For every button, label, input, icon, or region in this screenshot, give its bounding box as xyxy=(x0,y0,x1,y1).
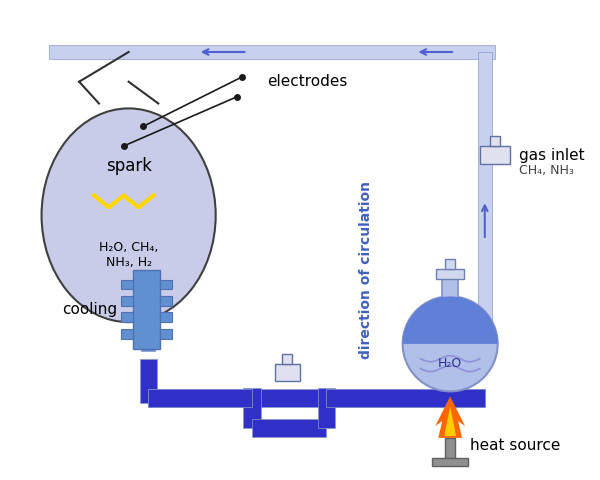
FancyBboxPatch shape xyxy=(121,329,133,339)
FancyBboxPatch shape xyxy=(160,279,172,289)
FancyBboxPatch shape xyxy=(490,136,500,146)
FancyBboxPatch shape xyxy=(252,419,326,437)
Text: H₂O: H₂O xyxy=(438,357,462,370)
Polygon shape xyxy=(436,396,465,438)
FancyBboxPatch shape xyxy=(445,259,455,269)
FancyBboxPatch shape xyxy=(160,329,172,339)
Text: gas inlet: gas inlet xyxy=(520,148,585,163)
FancyBboxPatch shape xyxy=(282,354,292,364)
Ellipse shape xyxy=(41,108,215,322)
FancyBboxPatch shape xyxy=(49,45,494,59)
FancyBboxPatch shape xyxy=(275,364,300,382)
FancyBboxPatch shape xyxy=(121,312,133,322)
FancyBboxPatch shape xyxy=(433,457,468,466)
FancyBboxPatch shape xyxy=(478,52,492,344)
Text: spark: spark xyxy=(106,157,152,175)
FancyBboxPatch shape xyxy=(121,279,133,289)
Circle shape xyxy=(403,296,497,391)
FancyBboxPatch shape xyxy=(445,438,455,457)
FancyBboxPatch shape xyxy=(317,388,335,428)
FancyBboxPatch shape xyxy=(121,296,133,306)
FancyBboxPatch shape xyxy=(148,389,252,407)
Text: CH₄, NH₃: CH₄, NH₃ xyxy=(520,164,574,177)
Text: heat source: heat source xyxy=(470,438,560,453)
FancyBboxPatch shape xyxy=(133,270,160,349)
FancyBboxPatch shape xyxy=(142,270,155,322)
FancyBboxPatch shape xyxy=(140,359,157,403)
FancyBboxPatch shape xyxy=(160,312,172,322)
FancyBboxPatch shape xyxy=(142,268,155,351)
Text: electrodes: electrodes xyxy=(267,74,347,89)
FancyBboxPatch shape xyxy=(160,296,172,306)
Text: H₂O, CH₄,
NH₃, H₂: H₂O, CH₄, NH₃, H₂ xyxy=(99,241,158,269)
FancyBboxPatch shape xyxy=(244,388,261,428)
FancyBboxPatch shape xyxy=(480,146,509,164)
Text: direction of circulation: direction of circulation xyxy=(359,180,373,359)
FancyBboxPatch shape xyxy=(442,276,458,299)
Polygon shape xyxy=(444,406,456,436)
FancyBboxPatch shape xyxy=(436,269,464,278)
FancyBboxPatch shape xyxy=(326,389,485,407)
FancyBboxPatch shape xyxy=(148,389,485,407)
Wedge shape xyxy=(403,296,497,344)
Text: cooling: cooling xyxy=(62,302,118,317)
